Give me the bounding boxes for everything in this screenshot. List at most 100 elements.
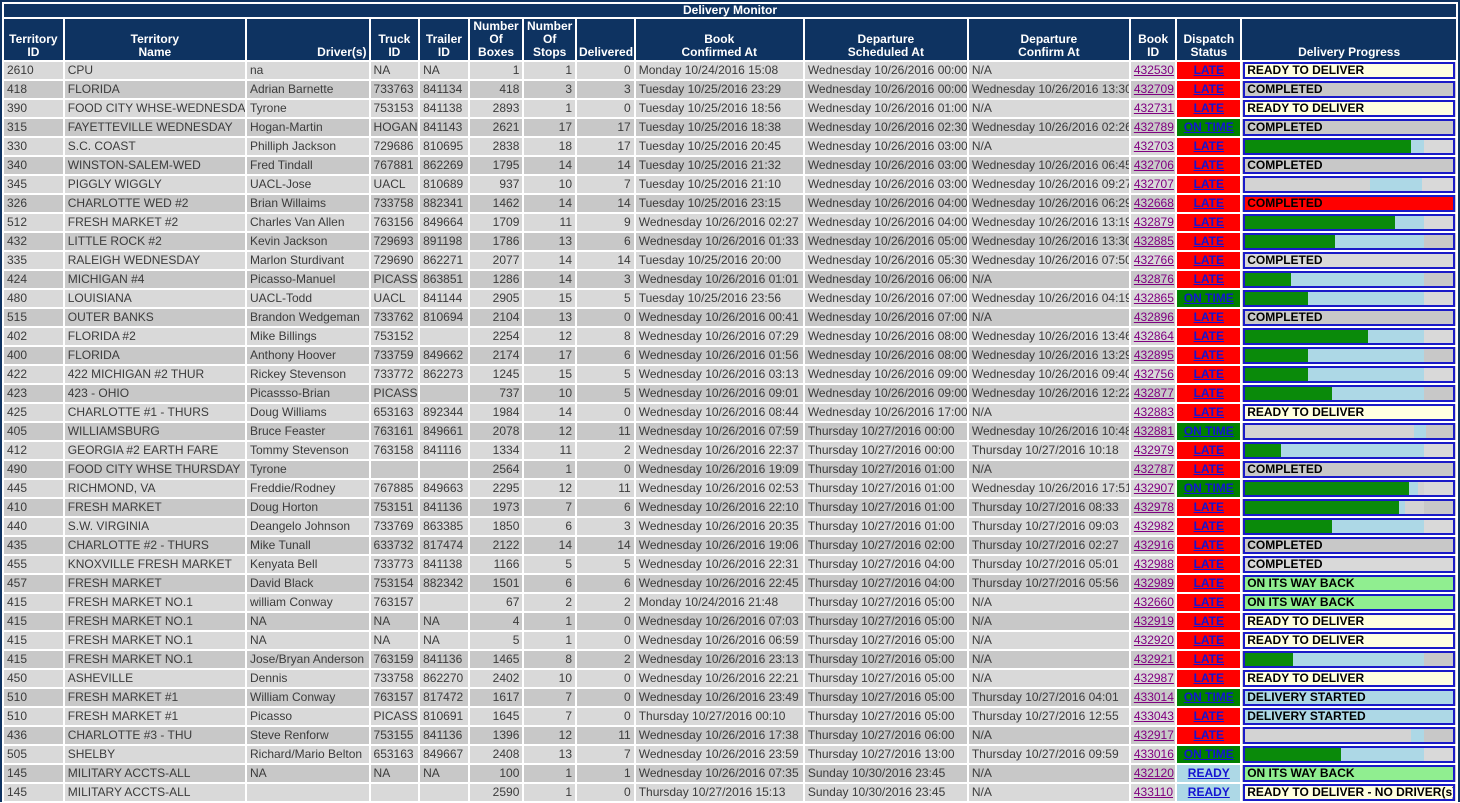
book-id-link[interactable]: 432920 xyxy=(1133,633,1174,647)
dispatch-status-link[interactable]: LATE xyxy=(1193,196,1225,210)
dispatch-status-link[interactable]: ON TIME xyxy=(1183,747,1234,761)
dispatch-status-link[interactable]: LATE xyxy=(1193,443,1225,457)
book-id-link[interactable]: 432982 xyxy=(1133,519,1174,533)
book-id-link[interactable]: 433043 xyxy=(1133,709,1174,723)
dispatch-status-link[interactable]: LATE xyxy=(1193,329,1225,343)
book-id-link[interactable]: 432881 xyxy=(1133,424,1174,438)
book-id-link[interactable]: 432865 xyxy=(1133,291,1174,305)
dispatch-status-link[interactable]: LATE xyxy=(1193,652,1225,666)
book-id-link[interactable]: 432921 xyxy=(1133,652,1174,666)
dispatch-status-link[interactable]: READY xyxy=(1187,785,1230,799)
book-id-link[interactable]: 432885 xyxy=(1133,234,1174,248)
stops-cell: 12 xyxy=(524,328,575,345)
dispatch-status-link[interactable]: ON TIME xyxy=(1183,120,1234,134)
territory-id-cell: 415 xyxy=(4,594,63,611)
dispatch-status-link[interactable]: LATE xyxy=(1193,405,1225,419)
dispatch-status-link[interactable]: READY xyxy=(1187,766,1230,780)
dispatch-status-link[interactable]: LATE xyxy=(1193,215,1225,229)
dispatch-status-link[interactable]: LATE xyxy=(1193,367,1225,381)
book-id-link[interactable]: 432919 xyxy=(1133,614,1174,628)
progress-bar-segment xyxy=(1245,444,1281,457)
dispatch-status-link[interactable]: LATE xyxy=(1193,348,1225,362)
book-id-link[interactable]: 432120 xyxy=(1133,766,1174,780)
dispatch-status-link[interactable]: LATE xyxy=(1193,538,1225,552)
book-id-link[interactable]: 432731 xyxy=(1133,101,1174,115)
territory-id-cell: 440 xyxy=(4,518,63,535)
book-id-link[interactable]: 432989 xyxy=(1133,576,1174,590)
delivery-progress-cell: READY TO DELIVER xyxy=(1242,613,1456,630)
dispatch-status-link[interactable]: LATE xyxy=(1193,519,1225,533)
book-id-link[interactable]: 432979 xyxy=(1133,443,1174,457)
dispatch-status-link[interactable]: LATE xyxy=(1193,500,1225,514)
book-id-link[interactable]: 432668 xyxy=(1133,196,1174,210)
dispatch-status-link[interactable]: LATE xyxy=(1193,101,1225,115)
dispatch-status-link[interactable]: LATE xyxy=(1193,310,1225,324)
dispatch-status-link[interactable]: LATE xyxy=(1193,671,1225,685)
dispatch-status-link[interactable]: LATE xyxy=(1193,82,1225,96)
book-confirmed-at-cell: Wednesday 10/26/2016 22:31 xyxy=(635,556,803,573)
dispatch-status-cell: LATE xyxy=(1177,537,1241,554)
book-id-link[interactable]: 432877 xyxy=(1133,386,1174,400)
progress-bar-remainder xyxy=(1422,178,1453,191)
dispatch-status-link[interactable]: ON TIME xyxy=(1183,424,1234,438)
book-id-link[interactable]: 432978 xyxy=(1133,500,1174,514)
table-row: 410 FRESH MARKET Doug Horton 753151 841136 19… xyxy=(4,499,1456,516)
book-id-link[interactable]: 432789 xyxy=(1133,120,1174,134)
book-id-link[interactable]: 433016 xyxy=(1133,747,1174,761)
drivers-cell: Kevin Jackson xyxy=(247,233,369,250)
dispatch-status-link[interactable]: LATE xyxy=(1193,272,1225,286)
dispatch-status-link[interactable]: LATE xyxy=(1193,63,1225,77)
book-id-link[interactable]: 432756 xyxy=(1133,367,1174,381)
book-id-link[interactable]: 432879 xyxy=(1133,215,1174,229)
progress-bar-remainder xyxy=(1424,729,1453,742)
dispatch-status-link[interactable]: ON TIME xyxy=(1183,690,1234,704)
dispatch-status-link[interactable]: LATE xyxy=(1193,234,1225,248)
boxes-cell: 2621 xyxy=(469,119,523,136)
book-id-link[interactable]: 432876 xyxy=(1133,272,1174,286)
book-id-link[interactable]: 432883 xyxy=(1133,405,1174,419)
book-id-link[interactable]: 432988 xyxy=(1133,557,1174,571)
delivery-progress-cell: ON ITS WAY BACK xyxy=(1242,765,1456,782)
book-id-link[interactable]: 433110 xyxy=(1133,785,1174,799)
dispatch-status-link[interactable]: LATE xyxy=(1193,614,1225,628)
dispatch-status-link[interactable]: LATE xyxy=(1193,576,1225,590)
book-id-link[interactable]: 432766 xyxy=(1133,253,1174,267)
book-id-link[interactable]: 432703 xyxy=(1133,139,1174,153)
dispatch-status-link[interactable]: LATE xyxy=(1193,462,1225,476)
dispatch-status-link[interactable]: LATE xyxy=(1193,633,1225,647)
book-id-link[interactable]: 432916 xyxy=(1133,538,1174,552)
progress-bar-segment xyxy=(1405,501,1424,514)
delivery-progress-cell: READY TO DELIVER - NO DRIVER(s) xyxy=(1242,784,1456,801)
book-id-link[interactable]: 432895 xyxy=(1133,348,1174,362)
dispatch-status-link[interactable]: LATE xyxy=(1193,595,1225,609)
book-id-link[interactable]: 432530 xyxy=(1133,63,1174,77)
boxes-cell: 2402 xyxy=(469,670,523,687)
book-id-link[interactable]: 432864 xyxy=(1133,329,1174,343)
dispatch-status-link[interactable]: LATE xyxy=(1193,253,1225,267)
book-confirmed-at-cell: Wednesday 10/26/2016 01:01 xyxy=(635,271,803,288)
book-id-link[interactable]: 432907 xyxy=(1133,481,1174,495)
book-id-link[interactable]: 432987 xyxy=(1133,671,1174,685)
dispatch-status-link[interactable]: LATE xyxy=(1193,177,1225,191)
departure-scheduled-at-cell: Thursday 10/27/2016 05:00 xyxy=(804,613,967,630)
book-id-link[interactable]: 432709 xyxy=(1133,82,1174,96)
book-id-link[interactable]: 432787 xyxy=(1133,462,1174,476)
dispatch-status-link[interactable]: LATE xyxy=(1193,557,1225,571)
book-id-link[interactable]: 432706 xyxy=(1133,158,1174,172)
dispatch-status-link[interactable]: LATE xyxy=(1193,158,1225,172)
book-id-link[interactable]: 432660 xyxy=(1133,595,1174,609)
book-id-link[interactable]: 432896 xyxy=(1133,310,1174,324)
book-id-link[interactable]: 432707 xyxy=(1133,177,1174,191)
stops-cell: 1 xyxy=(524,784,575,801)
boxes-cell: 1795 xyxy=(469,157,523,174)
book-id-link[interactable]: 432917 xyxy=(1133,728,1174,742)
dispatch-status-link[interactable]: LATE xyxy=(1193,709,1225,723)
dispatch-status-link[interactable]: LATE xyxy=(1193,139,1225,153)
territory-id-cell: 510 xyxy=(4,708,63,725)
book-id-link[interactable]: 433014 xyxy=(1133,690,1174,704)
delivery-progress-cell: READY TO DELIVER xyxy=(1242,62,1456,79)
dispatch-status-link[interactable]: ON TIME xyxy=(1183,481,1234,495)
dispatch-status-link[interactable]: LATE xyxy=(1193,386,1225,400)
dispatch-status-link[interactable]: LATE xyxy=(1193,728,1225,742)
dispatch-status-link[interactable]: ON TIME xyxy=(1183,291,1234,305)
